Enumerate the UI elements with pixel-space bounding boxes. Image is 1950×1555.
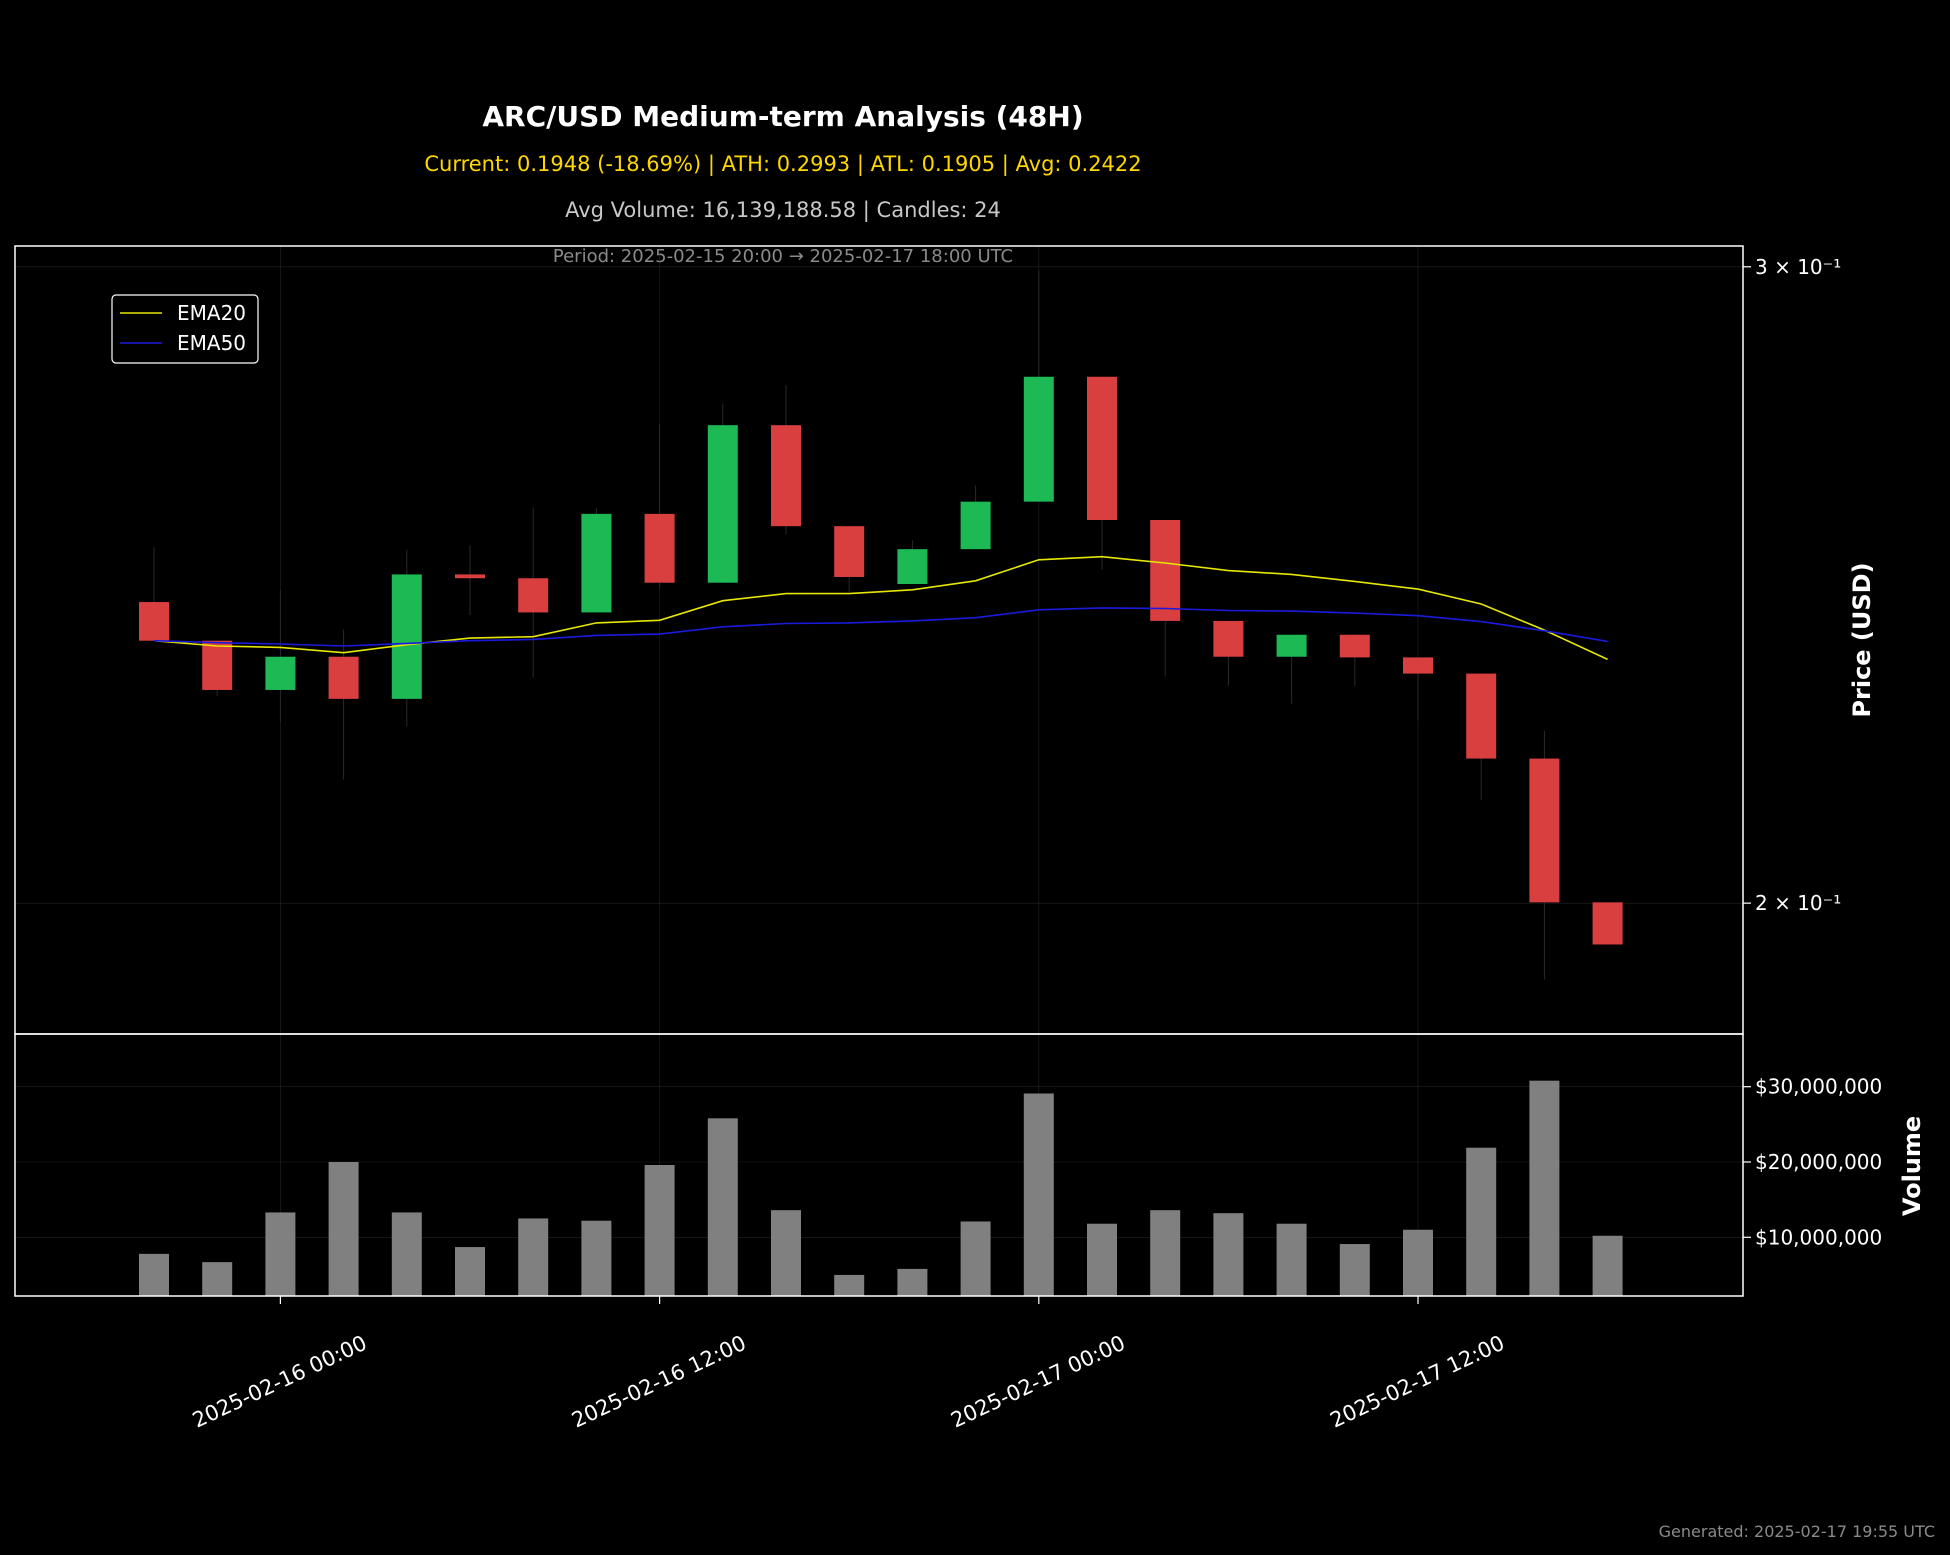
volume-bar (581, 1220, 612, 1296)
x-tick-label: 2025-02-17 00:00 (947, 1331, 1129, 1433)
volume-bar (644, 1165, 675, 1296)
price-tick-label: 3 × 10⁻¹ (1755, 255, 1841, 279)
volume-tick-label: $30,000,000 (1755, 1075, 1882, 1099)
volume-bar (391, 1212, 422, 1296)
volume-bar (1276, 1223, 1307, 1296)
price-axis: 3 × 10⁻¹ 2 × 10⁻¹ (1743, 255, 1841, 915)
volume-bar (1023, 1093, 1054, 1296)
candle-body-up (581, 513, 612, 613)
volume-bar (834, 1274, 865, 1296)
volume-tick-label: $20,000,000 (1755, 1150, 1882, 1174)
volume-bar (518, 1218, 549, 1296)
volume-bar (771, 1210, 801, 1296)
volume-bar (960, 1221, 991, 1296)
price-plot (139, 270, 1623, 980)
candle-body-down (1466, 673, 1497, 759)
legend-ema50-label: EMA50 (177, 331, 246, 355)
candle-body-up (707, 425, 738, 583)
candle-body-up (1023, 376, 1054, 502)
candle-body-up (265, 656, 296, 690)
volume-bar (455, 1247, 485, 1296)
legend-box (111, 294, 259, 364)
volume-bar (897, 1268, 928, 1296)
volume-panel-frame (14, 1033, 1744, 1297)
volume-bar (1213, 1213, 1244, 1296)
candle-body-down (834, 526, 865, 577)
volume-bar (202, 1262, 233, 1296)
volume-bar (265, 1212, 296, 1296)
volume-bar (1592, 1235, 1623, 1296)
candle-body-down (1592, 902, 1623, 945)
candle-body-down (328, 656, 359, 699)
time-axis: 2025-02-16 00:00 2025-02-16 12:00 2025-02-… (189, 1296, 1508, 1433)
price-axis-label: Price (USD) (1848, 562, 1876, 717)
candle-body-down (1403, 657, 1433, 674)
candle-body-down (518, 578, 549, 613)
candle-body-down (202, 640, 233, 690)
volume-axis: $10,000,000 $20,000,000 $30,000,000 (1743, 1075, 1882, 1249)
volume-tick-label: $10,000,000 (1755, 1225, 1882, 1249)
legend-ema20-label: EMA20 (177, 301, 246, 325)
price-tick-label: 2 × 10⁻¹ (1755, 891, 1841, 915)
candle-body-down (644, 513, 675, 583)
x-tick-label: 2025-02-17 12:00 (1326, 1331, 1508, 1433)
volume-axis-label: Volume (1898, 1116, 1926, 1216)
volume-bar (1087, 1223, 1117, 1296)
volume-bar (1529, 1080, 1560, 1296)
volume-bar (1339, 1244, 1370, 1296)
volume-bar (707, 1118, 738, 1296)
stats-line: Current: 0.1948 (-18.69%) | ATH: 0.2993 … (424, 152, 1141, 177)
ema50-line (153, 607, 1608, 647)
volume-bar (139, 1253, 169, 1296)
candle-body-down (1087, 376, 1117, 521)
volume-bar (1466, 1147, 1497, 1296)
candle-body-down (139, 602, 169, 641)
candle-body-down (1150, 520, 1181, 621)
chart-title: ARC/USD Medium-term Analysis (48H) (482, 100, 1083, 133)
period-line: Period: 2025-02-15 20:00 → 2025-02-17 18… (553, 246, 1013, 267)
candle-body-down (1213, 620, 1244, 657)
price-panel-frame (14, 245, 1744, 1035)
candle-body-down (1339, 634, 1370, 658)
candle-body-up (391, 574, 422, 699)
volume-summary: Avg Volume: 16,139,188.58 | Candles: 24 (565, 198, 1001, 223)
volume-bar (1150, 1210, 1181, 1296)
candle-body-down (1529, 758, 1560, 903)
x-tick-label: 2025-02-16 00:00 (189, 1331, 371, 1433)
volume-bar (328, 1161, 359, 1296)
legend: EMA20 EMA50 (111, 294, 259, 364)
candle-body-up (1276, 634, 1307, 657)
volume-plot (139, 1080, 1623, 1296)
volume-bar (1403, 1229, 1433, 1296)
candle-body-up (897, 549, 928, 584)
candle-body-up (960, 501, 991, 550)
candle-body-down (771, 425, 801, 527)
candle-body-down (455, 574, 485, 579)
x-tick-label: 2025-02-16 12:00 (568, 1331, 750, 1433)
ema20-line (153, 555, 1608, 661)
price-grid (15, 246, 1743, 1034)
generated-timestamp: Generated: 2025-02-17 19:55 UTC (1659, 1522, 1935, 1541)
volume-grid (15, 1034, 1743, 1296)
